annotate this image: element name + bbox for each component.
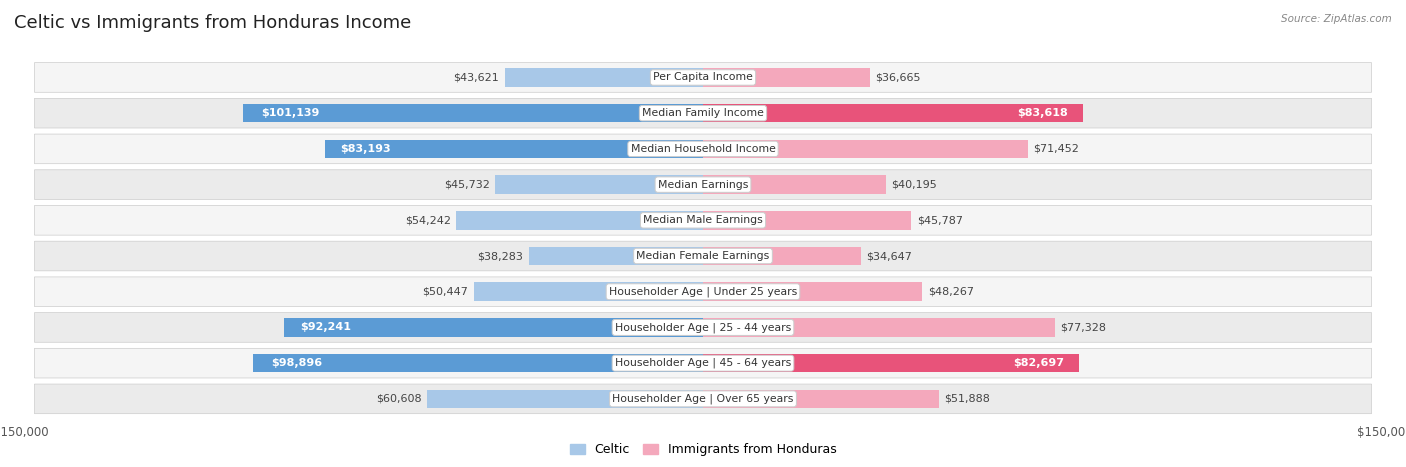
- Legend: Celtic, Immigrants from Honduras: Celtic, Immigrants from Honduras: [565, 439, 841, 461]
- Text: $92,241: $92,241: [301, 322, 352, 333]
- FancyBboxPatch shape: [35, 99, 1371, 128]
- Text: Per Capita Income: Per Capita Income: [652, 72, 754, 83]
- Text: $43,621: $43,621: [453, 72, 499, 83]
- Bar: [703, 104, 1083, 122]
- Bar: [703, 247, 860, 265]
- Text: $71,452: $71,452: [1033, 144, 1080, 154]
- Bar: [427, 389, 703, 408]
- Text: $38,283: $38,283: [478, 251, 523, 261]
- Text: Median Household Income: Median Household Income: [630, 144, 776, 154]
- Bar: [474, 283, 703, 301]
- Text: Median Earnings: Median Earnings: [658, 180, 748, 190]
- Text: $45,732: $45,732: [444, 180, 489, 190]
- Bar: [529, 247, 703, 265]
- Text: Householder Age | 45 - 64 years: Householder Age | 45 - 64 years: [614, 358, 792, 368]
- Text: $48,267: $48,267: [928, 287, 974, 297]
- FancyBboxPatch shape: [35, 277, 1371, 306]
- Bar: [325, 140, 703, 158]
- Bar: [703, 354, 1078, 373]
- Text: Median Family Income: Median Family Income: [643, 108, 763, 118]
- FancyBboxPatch shape: [35, 63, 1371, 92]
- Text: Householder Age | Over 65 years: Householder Age | Over 65 years: [612, 394, 794, 404]
- Text: Householder Age | Under 25 years: Householder Age | Under 25 years: [609, 286, 797, 297]
- FancyBboxPatch shape: [35, 170, 1371, 199]
- Bar: [253, 354, 703, 373]
- Text: $36,665: $36,665: [875, 72, 921, 83]
- Bar: [284, 318, 703, 337]
- Text: Householder Age | 25 - 44 years: Householder Age | 25 - 44 years: [614, 322, 792, 333]
- Text: $50,447: $50,447: [422, 287, 468, 297]
- Text: $83,618: $83,618: [1018, 108, 1069, 118]
- Bar: [505, 68, 703, 87]
- Text: $77,328: $77,328: [1060, 322, 1107, 333]
- Bar: [243, 104, 703, 122]
- Text: $51,888: $51,888: [945, 394, 990, 404]
- Text: $34,647: $34,647: [866, 251, 912, 261]
- Text: $83,193: $83,193: [340, 144, 391, 154]
- FancyBboxPatch shape: [35, 241, 1371, 271]
- Bar: [703, 211, 911, 230]
- Bar: [703, 318, 1054, 337]
- Bar: [457, 211, 703, 230]
- Bar: [703, 389, 939, 408]
- Bar: [703, 68, 870, 87]
- Bar: [703, 175, 886, 194]
- FancyBboxPatch shape: [35, 134, 1371, 164]
- FancyBboxPatch shape: [35, 312, 1371, 342]
- Text: Median Male Earnings: Median Male Earnings: [643, 215, 763, 225]
- Bar: [703, 140, 1028, 158]
- Text: $40,195: $40,195: [891, 180, 936, 190]
- Text: $54,242: $54,242: [405, 215, 451, 225]
- FancyBboxPatch shape: [35, 384, 1371, 414]
- FancyBboxPatch shape: [35, 348, 1371, 378]
- Text: $45,787: $45,787: [917, 215, 963, 225]
- Text: $98,896: $98,896: [271, 358, 322, 368]
- Text: Celtic vs Immigrants from Honduras Income: Celtic vs Immigrants from Honduras Incom…: [14, 14, 412, 32]
- Bar: [703, 283, 922, 301]
- Text: Source: ZipAtlas.com: Source: ZipAtlas.com: [1281, 14, 1392, 24]
- Text: $101,139: $101,139: [262, 108, 319, 118]
- Bar: [495, 175, 703, 194]
- Text: $60,608: $60,608: [377, 394, 422, 404]
- FancyBboxPatch shape: [35, 205, 1371, 235]
- Text: $82,697: $82,697: [1012, 358, 1064, 368]
- Text: Median Female Earnings: Median Female Earnings: [637, 251, 769, 261]
